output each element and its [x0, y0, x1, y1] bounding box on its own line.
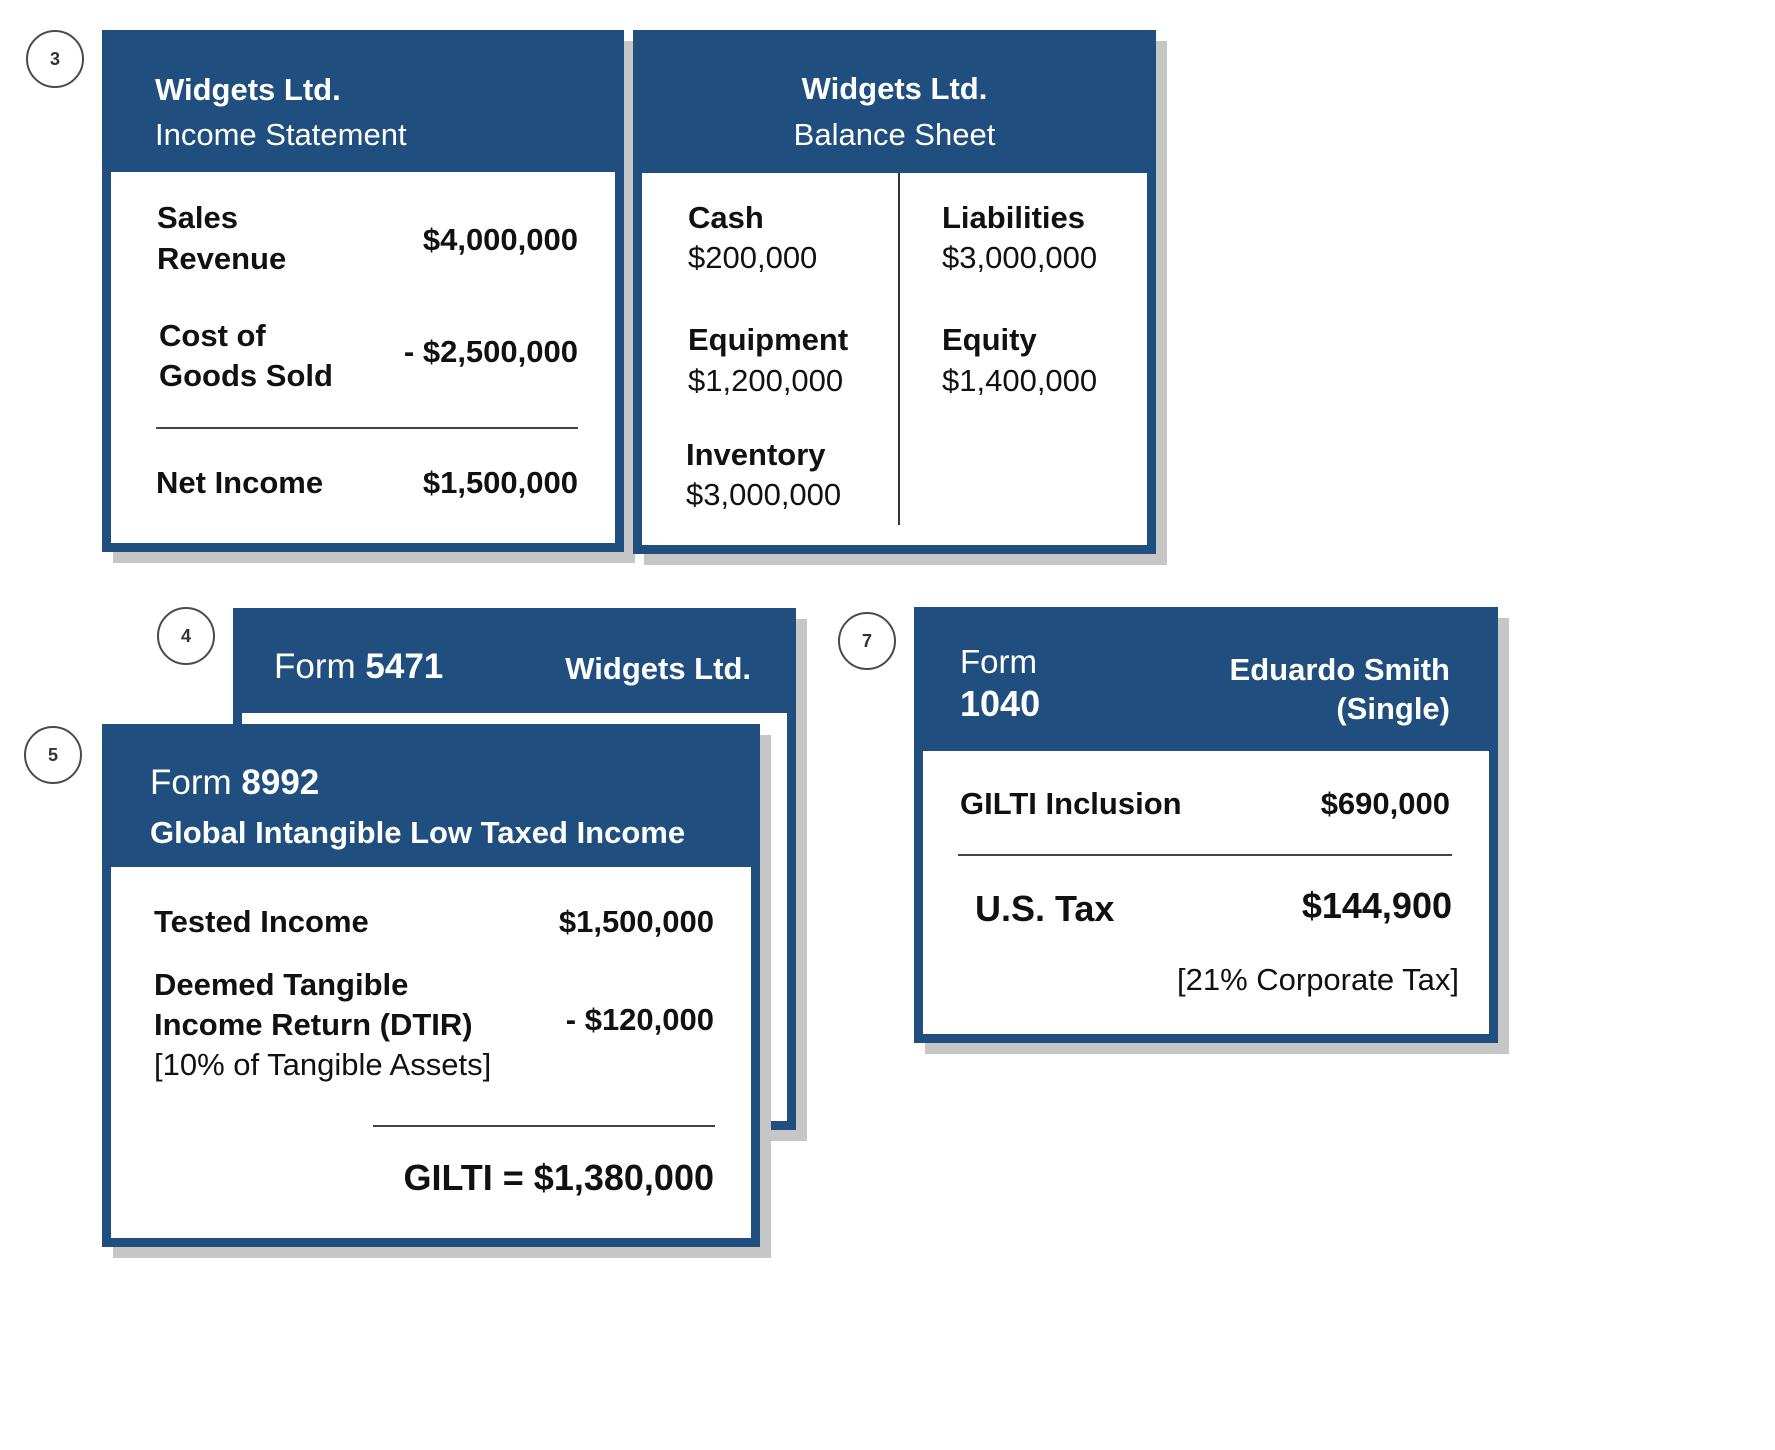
sales-label-line-1: Sales	[157, 200, 239, 235]
form-8992-title: Form 8992	[150, 763, 319, 803]
dtir-value: - $120,000	[565, 1002, 714, 1037]
form-1040-divider	[958, 854, 1452, 856]
income-statement-body: Sales Revenue $4,000,000 Cost of Goods S…	[111, 172, 615, 543]
step-3-marker: 3	[26, 30, 84, 88]
equity-value: $1,400,000	[942, 363, 1098, 398]
balance-sheet-card: Widgets Ltd. Balance Sheet Cash $200,000…	[633, 30, 1156, 554]
tested-income-label: Tested Income	[154, 904, 369, 939]
dtir-label-line-1: Deemed Tangible	[154, 967, 409, 1002]
income-statement-title: Income Statement	[155, 117, 407, 152]
balance-sheet-company: Widgets Ltd.	[801, 71, 988, 106]
balance-sheet-body: Cash $200,000 Equipment $1,200,000 Inven…	[642, 173, 1147, 545]
equity-label: Equity	[942, 322, 1037, 357]
form-8992-header: Form 8992 Global Intangible Low Taxed In…	[111, 733, 751, 867]
step-7-marker: 7	[838, 612, 896, 670]
inventory-label: Inventory	[686, 437, 826, 472]
form-8992-divider	[373, 1125, 715, 1127]
balance-sheet-title: Balance Sheet	[793, 117, 996, 152]
form-1040-word: Form	[960, 643, 1037, 680]
income-statement-card: Widgets Ltd. Income Statement Sales Reve…	[102, 30, 624, 552]
income-statement-divider	[156, 427, 578, 429]
form-8992-body: Tested Income $1,500,000 Deemed Tangible…	[111, 867, 751, 1238]
step-7-number: 7	[861, 630, 872, 651]
form-5471-header: Form 5471 Widgets Ltd.	[242, 617, 787, 713]
cash-value: $200,000	[688, 240, 818, 275]
step-5-number: 5	[47, 744, 58, 765]
balance-sheet-header: Widgets Ltd. Balance Sheet	[642, 39, 1147, 173]
form-5471-company: Widgets Ltd.	[565, 651, 751, 686]
us-tax-value: $144,900	[1301, 885, 1452, 926]
form-8992-number: 8992	[241, 763, 320, 802]
net-income-label: Net Income	[156, 465, 324, 500]
form-5471-number: 5471	[365, 647, 444, 686]
filing-status: (Single)	[1336, 691, 1450, 726]
cogs-label-line-1: Cost of	[159, 318, 266, 353]
gilti-inclusion-value: $690,000	[1320, 786, 1450, 821]
taxpayer-name: Eduardo Smith	[1229, 652, 1450, 687]
liabilities-label: Liabilities	[942, 200, 1085, 235]
balance-sheet-column-divider	[898, 173, 900, 525]
form-5471-word: Form	[274, 647, 356, 686]
tested-income-value: $1,500,000	[558, 904, 714, 939]
form-1040-body: GILTI Inclusion $690,000 U.S. Tax $144,9…	[923, 751, 1489, 1034]
form-8992-card: Form 8992 Global Intangible Low Taxed In…	[102, 724, 760, 1247]
step-5-marker: 5	[24, 726, 82, 784]
inventory-value: $3,000,000	[686, 477, 842, 512]
us-tax-note: [21% Corporate Tax]	[1176, 962, 1459, 997]
cash-label: Cash	[688, 200, 764, 235]
sales-value: $4,000,000	[422, 222, 578, 257]
liabilities-value: $3,000,000	[942, 240, 1098, 275]
step-4-marker: 4	[157, 607, 215, 665]
dtir-note: [10% of Tangible Assets]	[154, 1047, 492, 1082]
step-4-number: 4	[180, 625, 191, 646]
cogs-value: - $2,500,000	[403, 334, 578, 369]
sales-label-line-2: Revenue	[157, 241, 287, 276]
form-8992-subtitle: Global Intangible Low Taxed Income	[150, 815, 686, 850]
net-income-value: $1,500,000	[422, 465, 578, 500]
form-1040-number: 1040	[960, 683, 1041, 724]
step-3-number: 3	[49, 48, 60, 69]
form-5471-title: Form 5471	[274, 647, 443, 687]
dtir-label-line-2: Income Return (DTIR)	[154, 1007, 473, 1042]
gilti-total: GILTI = $1,380,000	[403, 1157, 714, 1198]
us-tax-label: U.S. Tax	[975, 888, 1115, 929]
form-1040-header: Form 1040 Eduardo Smith (Single)	[923, 616, 1489, 751]
income-statement-company: Widgets Ltd.	[155, 72, 341, 107]
cogs-label-line-2: Goods Sold	[159, 358, 333, 393]
equipment-value: $1,200,000	[688, 363, 844, 398]
equipment-label: Equipment	[688, 322, 849, 357]
form-1040-card: Form 1040 Eduardo Smith (Single) GILTI I…	[914, 607, 1498, 1043]
income-statement-header: Widgets Ltd. Income Statement	[111, 39, 615, 172]
form-8992-word: Form	[150, 763, 232, 802]
gilti-inclusion-label: GILTI Inclusion	[960, 786, 1182, 821]
